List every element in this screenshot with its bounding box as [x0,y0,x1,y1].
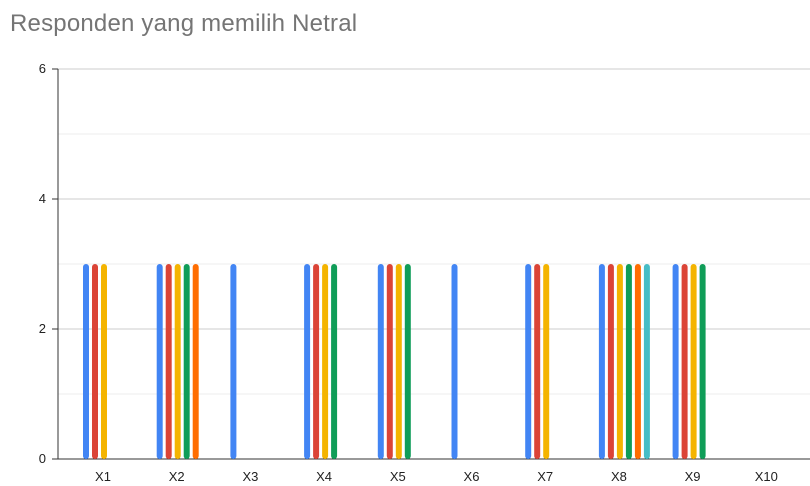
x-tick-label: X3 [242,469,258,484]
y-tick-label: 0 [39,451,46,466]
bar [598,264,605,459]
bar [331,264,338,459]
bar [304,264,311,459]
bar [634,264,641,459]
bar [543,264,550,459]
y-tick-label: 2 [39,321,46,336]
chart-title: Responden yang memilih Netral [10,10,358,37]
x-tick-label: X8 [611,469,627,484]
bar [165,264,172,459]
bar [643,264,650,459]
bar [377,264,384,459]
bar [616,264,623,459]
x-axis: X1 X2 X3 X4 X5 X6 X7 X8 X9 X10 [58,458,810,484]
x-tick-label: X5 [390,469,406,484]
bar [192,264,199,459]
bar [230,264,237,459]
x-tick-label: X1 [95,469,111,484]
bar [690,264,697,459]
bar [607,264,614,459]
bar [451,264,458,459]
bar [101,264,107,459]
bars [83,264,706,459]
x-tick-label: X2 [169,469,185,484]
bar [534,264,541,459]
x-tick-label: X7 [537,469,553,484]
x-tick-label: X6 [464,469,480,484]
bar [699,264,706,459]
bar [92,264,98,459]
bar [525,264,532,459]
bar [395,264,402,459]
y-tick-label: 6 [39,61,46,76]
bar [174,264,181,459]
y-axis: 0 2 4 6 [39,61,59,466]
bar [386,264,393,459]
bar [625,264,632,459]
bar [672,264,679,459]
bar [322,264,329,459]
bar [156,264,163,459]
bar [681,264,688,459]
gridlines [58,68,810,395]
x-tick-label: X10 [755,469,778,484]
bar [313,264,320,459]
bar [183,264,190,459]
x-tick-label: X4 [316,469,332,484]
bar [404,264,411,459]
x-tick-label: X9 [685,469,701,484]
y-tick-label: 4 [39,191,46,206]
bar [83,264,89,459]
